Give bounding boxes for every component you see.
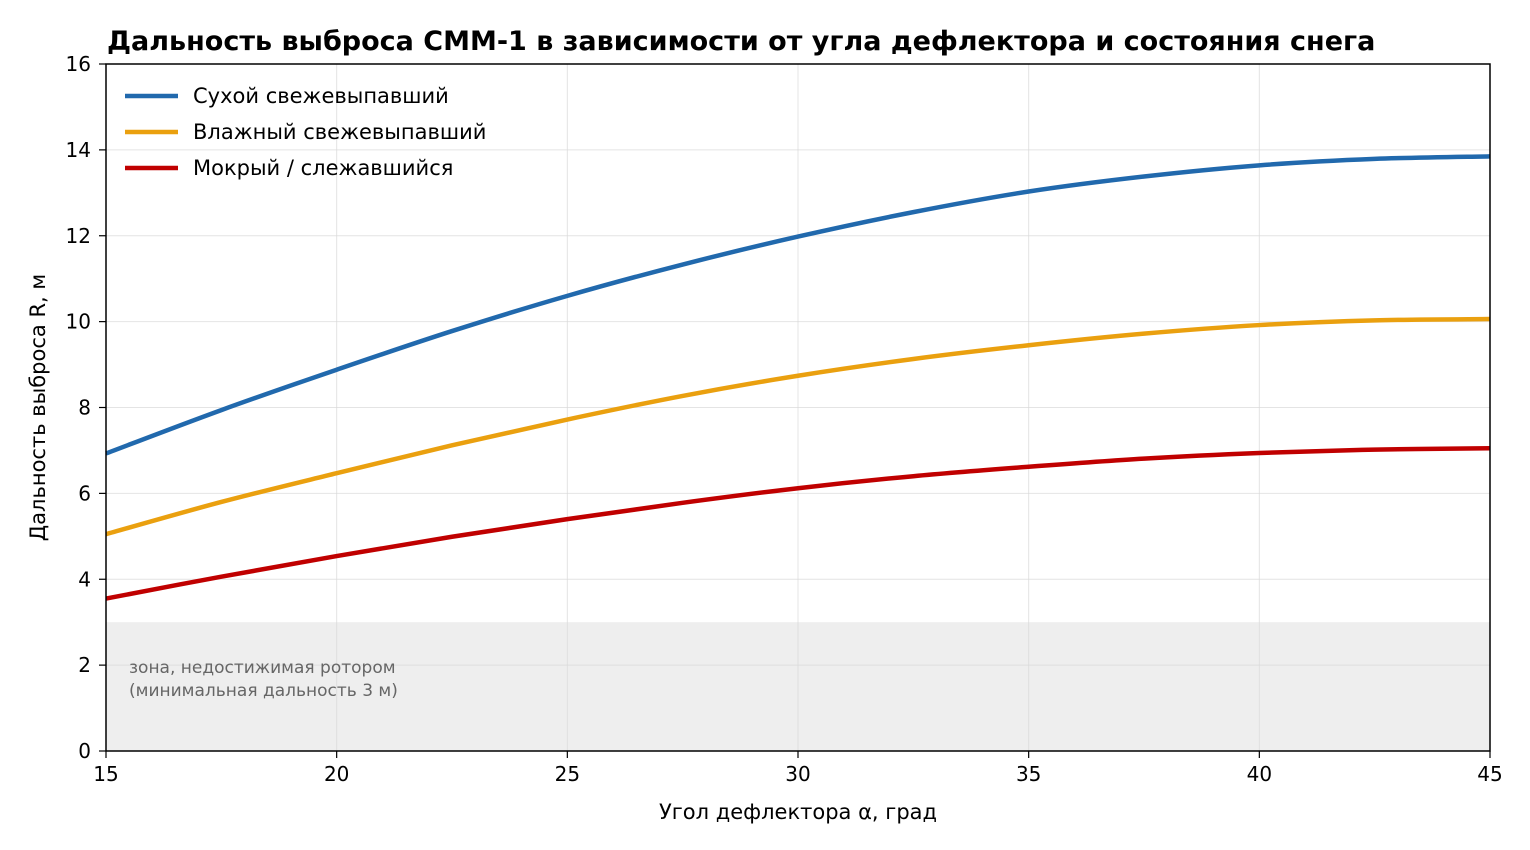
y-axis-label: Дальность выброса R, м: [26, 274, 50, 541]
x-tick-label: 35: [1016, 762, 1041, 786]
x-axis-label: Угол дефлектора α, град: [659, 800, 937, 824]
legend-label-3: Мокрый / слежавшийся: [193, 156, 453, 180]
legend-label-2: Влажный свежевыпавший: [193, 120, 486, 144]
zone-annotation-line-2: (минимальная дальность 3 м): [129, 681, 398, 701]
series-lines: [105, 154, 1491, 601]
x-tick-label: 20: [324, 762, 349, 786]
x-tick-label: 25: [555, 762, 580, 786]
y-tick-label: 0: [78, 739, 91, 763]
y-tick-label: 2: [78, 653, 91, 677]
x-tick-label: 40: [1247, 762, 1272, 786]
series-line-2: [105, 316, 1491, 537]
series-line-3: [105, 446, 1491, 601]
y-tick-label: 8: [78, 396, 91, 420]
legend: Сухой свежевыпавший Влажный свежевыпавший…: [125, 84, 486, 180]
y-tick-label: 4: [78, 567, 91, 591]
x-tick-label: 45: [1477, 762, 1502, 786]
chart-title: Дальность выброса СММ-1 в зависимости от…: [107, 26, 1375, 57]
axis-ticks: 15 20 25 30 35 40 45 0 2 4 6 8 10 12 14 16: [66, 52, 1503, 786]
legend-label-1: Сухой свежевыпавший: [193, 84, 449, 108]
series-line-1: [105, 154, 1491, 456]
y-tick-label: 6: [78, 481, 91, 505]
zone-annotation-line-1: зона, недостижимая ротором: [129, 658, 396, 678]
y-tick-label: 10: [66, 310, 91, 334]
y-tick-label: 16: [66, 52, 91, 76]
y-tick-label: 14: [66, 138, 91, 162]
x-tick-label: 15: [93, 762, 118, 786]
y-tick-label: 12: [66, 224, 91, 248]
x-tick-label: 30: [785, 762, 810, 786]
